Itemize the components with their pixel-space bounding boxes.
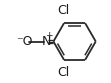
Text: Cl: Cl <box>57 4 70 17</box>
Text: +: + <box>46 31 53 40</box>
Text: ⁻O: ⁻O <box>17 35 33 48</box>
Text: N: N <box>41 35 51 48</box>
Text: Cl: Cl <box>57 66 70 79</box>
